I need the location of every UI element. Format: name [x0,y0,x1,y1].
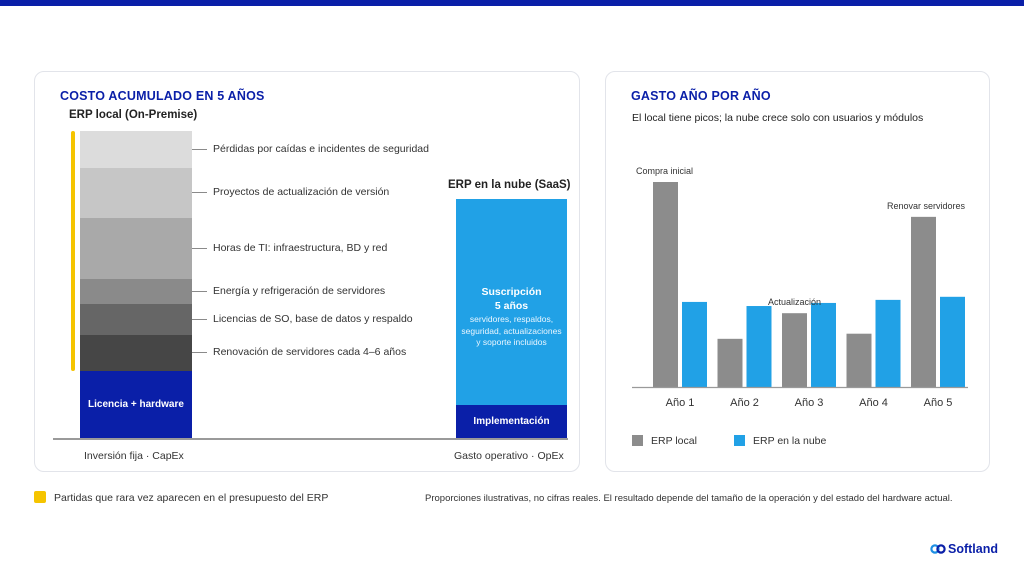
local-erp-header: ERP local (On-Premise) [69,109,198,121]
segment-label: Renovación de servidores cada 4–6 años [213,346,407,358]
bar-cloud-2 [746,306,772,387]
segment-version-upgrades [80,168,192,218]
segment-subscription: Suscripción 5 años servidores, respaldos… [456,199,567,405]
segment-it-hours [80,218,192,279]
x-tick-label: Año 3 [795,397,824,409]
segment-label: Horas de TI: infraestructura, BD y red [213,242,388,254]
subscription-detail: servidores, respaldos, [469,314,554,324]
cumulative-cost-title: COSTO ACUMULADO EN 5 AÑOS [60,89,265,103]
segment-os-db-licenses [80,304,192,335]
segment-license-hardware: Licencia + hardware [80,371,192,438]
bar-local-5 [911,216,936,387]
segment-server-renewal [80,335,192,371]
subscription-title: Suscripción [481,286,542,298]
x-tick-label: Año 4 [859,397,888,409]
highlight-legend-label: Partidas que rara vez aparecen en el pre… [54,492,329,504]
leader-line [192,291,207,292]
bar-annotation: Compra inicial [636,166,693,176]
subscription-years: 5 años [494,300,529,312]
opex-label: Gasto operativo · OpEx [454,450,564,462]
segment-implementation: Implementación [456,405,567,438]
softland-logo: Softland [930,542,998,556]
yearly-spend-subtitle: El local tiene picos; la nube crece solo… [632,112,924,124]
bar-local-2 [717,338,743,387]
stack-baseline [53,438,568,440]
bar-annotation: Actualización [768,297,821,307]
segment-downtime-losses [80,131,192,168]
legend-cloud-swatch [734,435,745,446]
bar-local-3 [782,313,807,387]
segment-energy-cooling [80,279,192,304]
bar-annotation: Renovar servidores [887,201,966,211]
leader-line [192,149,207,150]
capex-label: Inversión fija · CapEx [84,450,184,462]
leader-line [192,192,207,193]
segment-label: Pérdidas por caídas e incidentes de segu… [213,143,429,155]
segment-label: Energía y refrigeración de servidores [213,285,386,297]
legend-local-label: ERP local [651,435,697,447]
subscription-detail: seguridad, actualizaciones [461,325,562,336]
x-tick-label: Año 5 [924,397,953,409]
bar-cloud-4 [875,299,901,387]
legend-cloud-label: ERP en la nube [753,435,827,447]
top-accent-bar [0,0,1024,6]
segment-label: Licencias de SO, base de datos y respald… [213,313,413,325]
x-tick-label: Año 2 [730,397,759,409]
legend-local-swatch [632,435,643,446]
bar-cloud-1 [682,301,707,387]
implementation-label: Implementación [473,416,550,427]
bar-local-1 [653,182,678,387]
yearly-spend-title: GASTO AÑO POR AÑO [631,89,771,103]
softland-logo-text: Softland [948,542,998,556]
hidden-costs-highlight [71,131,75,371]
disclaimer-text: Proporciones ilustrativas, no cifras rea… [425,493,953,504]
leader-line [192,352,207,353]
license-hardware-label: Licencia + hardware [88,399,184,410]
subscription-detail: y soporte incluidos [476,337,547,347]
bar-cloud-5 [940,296,965,387]
segment-label: Proyectos de actualización de versión [213,186,390,198]
bar-local-4 [846,333,872,387]
highlight-legend-swatch [34,491,46,503]
yearly-spend-chart: Año 1 Año 2 Año 3 Año 4 Año 5 Compra inicial A… [632,166,968,409]
leader-line [192,248,207,249]
softland-logo-icon [930,544,946,554]
cloud-erp-header: ERP en la nube (SaaS) [448,179,571,191]
bar-cloud-3 [811,302,836,387]
x-tick-label: Año 1 [666,397,695,409]
leader-line [192,319,207,320]
